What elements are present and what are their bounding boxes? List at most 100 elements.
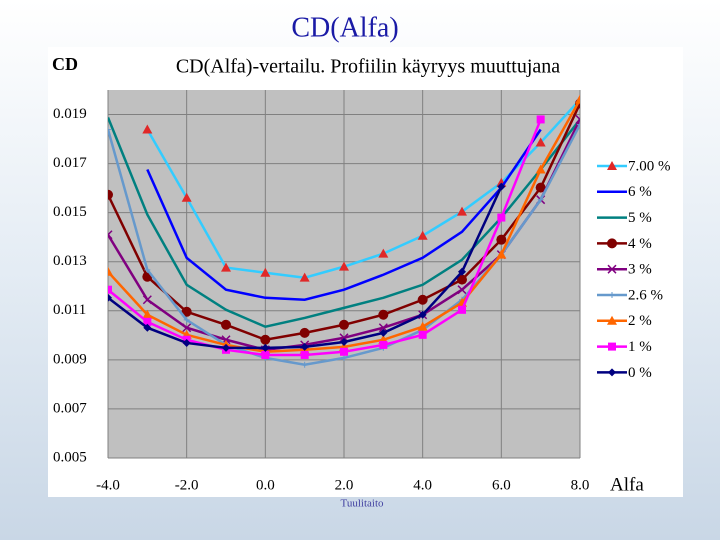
marker (536, 115, 545, 124)
y-tick-label: 0.017 (53, 155, 87, 171)
x-tick-label: 4.0 (413, 477, 432, 493)
marker (222, 343, 230, 352)
marker (108, 293, 112, 302)
series-line (146, 128, 542, 302)
marker (418, 330, 427, 339)
marker (417, 294, 428, 305)
axes: 0.005 0.007 0.009 0.011 0.013 0.015 0.017 0.019… (53, 106, 671, 493)
y-tick-label: 0.007 (53, 400, 87, 416)
marker (182, 338, 191, 347)
y-tick-label: 0.011 (53, 302, 86, 318)
series-layer (108, 94, 580, 368)
series (108, 98, 580, 345)
legend-marker (607, 238, 617, 249)
marker (535, 164, 546, 174)
marker (417, 321, 428, 331)
series (108, 182, 506, 352)
marker (340, 337, 348, 346)
chart-title: CD(Alfa)-vertailu. Profiilin käyryys muu… (176, 56, 560, 78)
marker (301, 361, 308, 368)
marker (457, 285, 467, 295)
x-tick-label: 0.0 (256, 477, 275, 493)
marker (221, 319, 231, 330)
marker (457, 274, 467, 285)
legend-label: 2 % (628, 313, 652, 329)
marker (577, 121, 580, 128)
x-tick-label: 2.0 (335, 477, 354, 493)
legend-item: 3 % (597, 262, 652, 278)
legend-label: 5 % (628, 210, 652, 226)
marker (340, 347, 348, 356)
legend-item: 4 % (597, 236, 652, 252)
marker (418, 310, 427, 319)
marker (142, 309, 153, 319)
marker (143, 317, 152, 326)
x-tick-label: -4.0 (96, 477, 120, 493)
legend-item: 1 % (597, 339, 652, 355)
marker (496, 234, 507, 245)
marker (496, 249, 507, 259)
legend-item: 6 % (597, 184, 652, 200)
marker (181, 306, 192, 317)
marker (417, 230, 428, 240)
legend-marker (609, 292, 615, 298)
marker (378, 248, 389, 258)
marker (261, 350, 270, 359)
footer: Tuulitaito (341, 498, 384, 510)
marker (575, 94, 580, 104)
slide-title: CD(Alfa) (291, 12, 398, 43)
marker (260, 267, 271, 277)
marker (497, 213, 506, 222)
legend-label: 2.6 % (628, 287, 663, 303)
marker (378, 309, 389, 320)
legend-label: 7.00 % (628, 158, 671, 174)
marker (300, 350, 309, 359)
marker (535, 182, 546, 193)
legend-item: 5 % (597, 210, 652, 226)
legend-label: 4 % (628, 236, 652, 252)
marker (182, 323, 192, 333)
y-tick-label: 0.013 (53, 253, 87, 269)
x-tick-label: 8.0 (571, 477, 590, 493)
y-axis-label: CD (52, 54, 78, 74)
marker (299, 327, 310, 338)
series-line (108, 118, 542, 357)
legend-item: 7.00 % (597, 158, 671, 174)
legend-marker (607, 315, 617, 325)
y-tick-label: 0.005 (53, 449, 87, 465)
marker (221, 262, 231, 272)
legend-label: 1 % (628, 339, 652, 355)
marker (497, 182, 506, 191)
marker (300, 342, 309, 351)
y-tick-label: 0.009 (53, 351, 87, 367)
legend-label: 3 % (628, 262, 652, 278)
marker (143, 323, 152, 332)
legend-label: 6 % (628, 184, 652, 200)
x-axis-label: Alfa (610, 474, 644, 495)
marker (457, 206, 467, 216)
marker (339, 261, 349, 271)
x-tick-label: -2.0 (175, 477, 199, 493)
marker (144, 266, 151, 273)
marker (142, 124, 153, 134)
marker (535, 137, 546, 147)
legend-marker (607, 161, 617, 170)
marker (379, 328, 388, 337)
marker (537, 196, 544, 203)
marker (108, 285, 112, 294)
marker (260, 334, 271, 345)
marker (108, 230, 113, 240)
legend-item: 0 % (597, 365, 652, 381)
series (146, 128, 542, 302)
legend-marker (608, 342, 616, 351)
x-tick-label: 6.0 (492, 477, 511, 493)
legend-marker (607, 264, 617, 274)
marker (108, 189, 113, 200)
y-tick-label: 0.019 (53, 106, 87, 122)
legend-item: 2 % (597, 313, 652, 329)
marker (142, 295, 152, 305)
marker (339, 319, 349, 330)
marker (183, 316, 190, 323)
marker (379, 340, 388, 349)
marker (458, 267, 466, 276)
